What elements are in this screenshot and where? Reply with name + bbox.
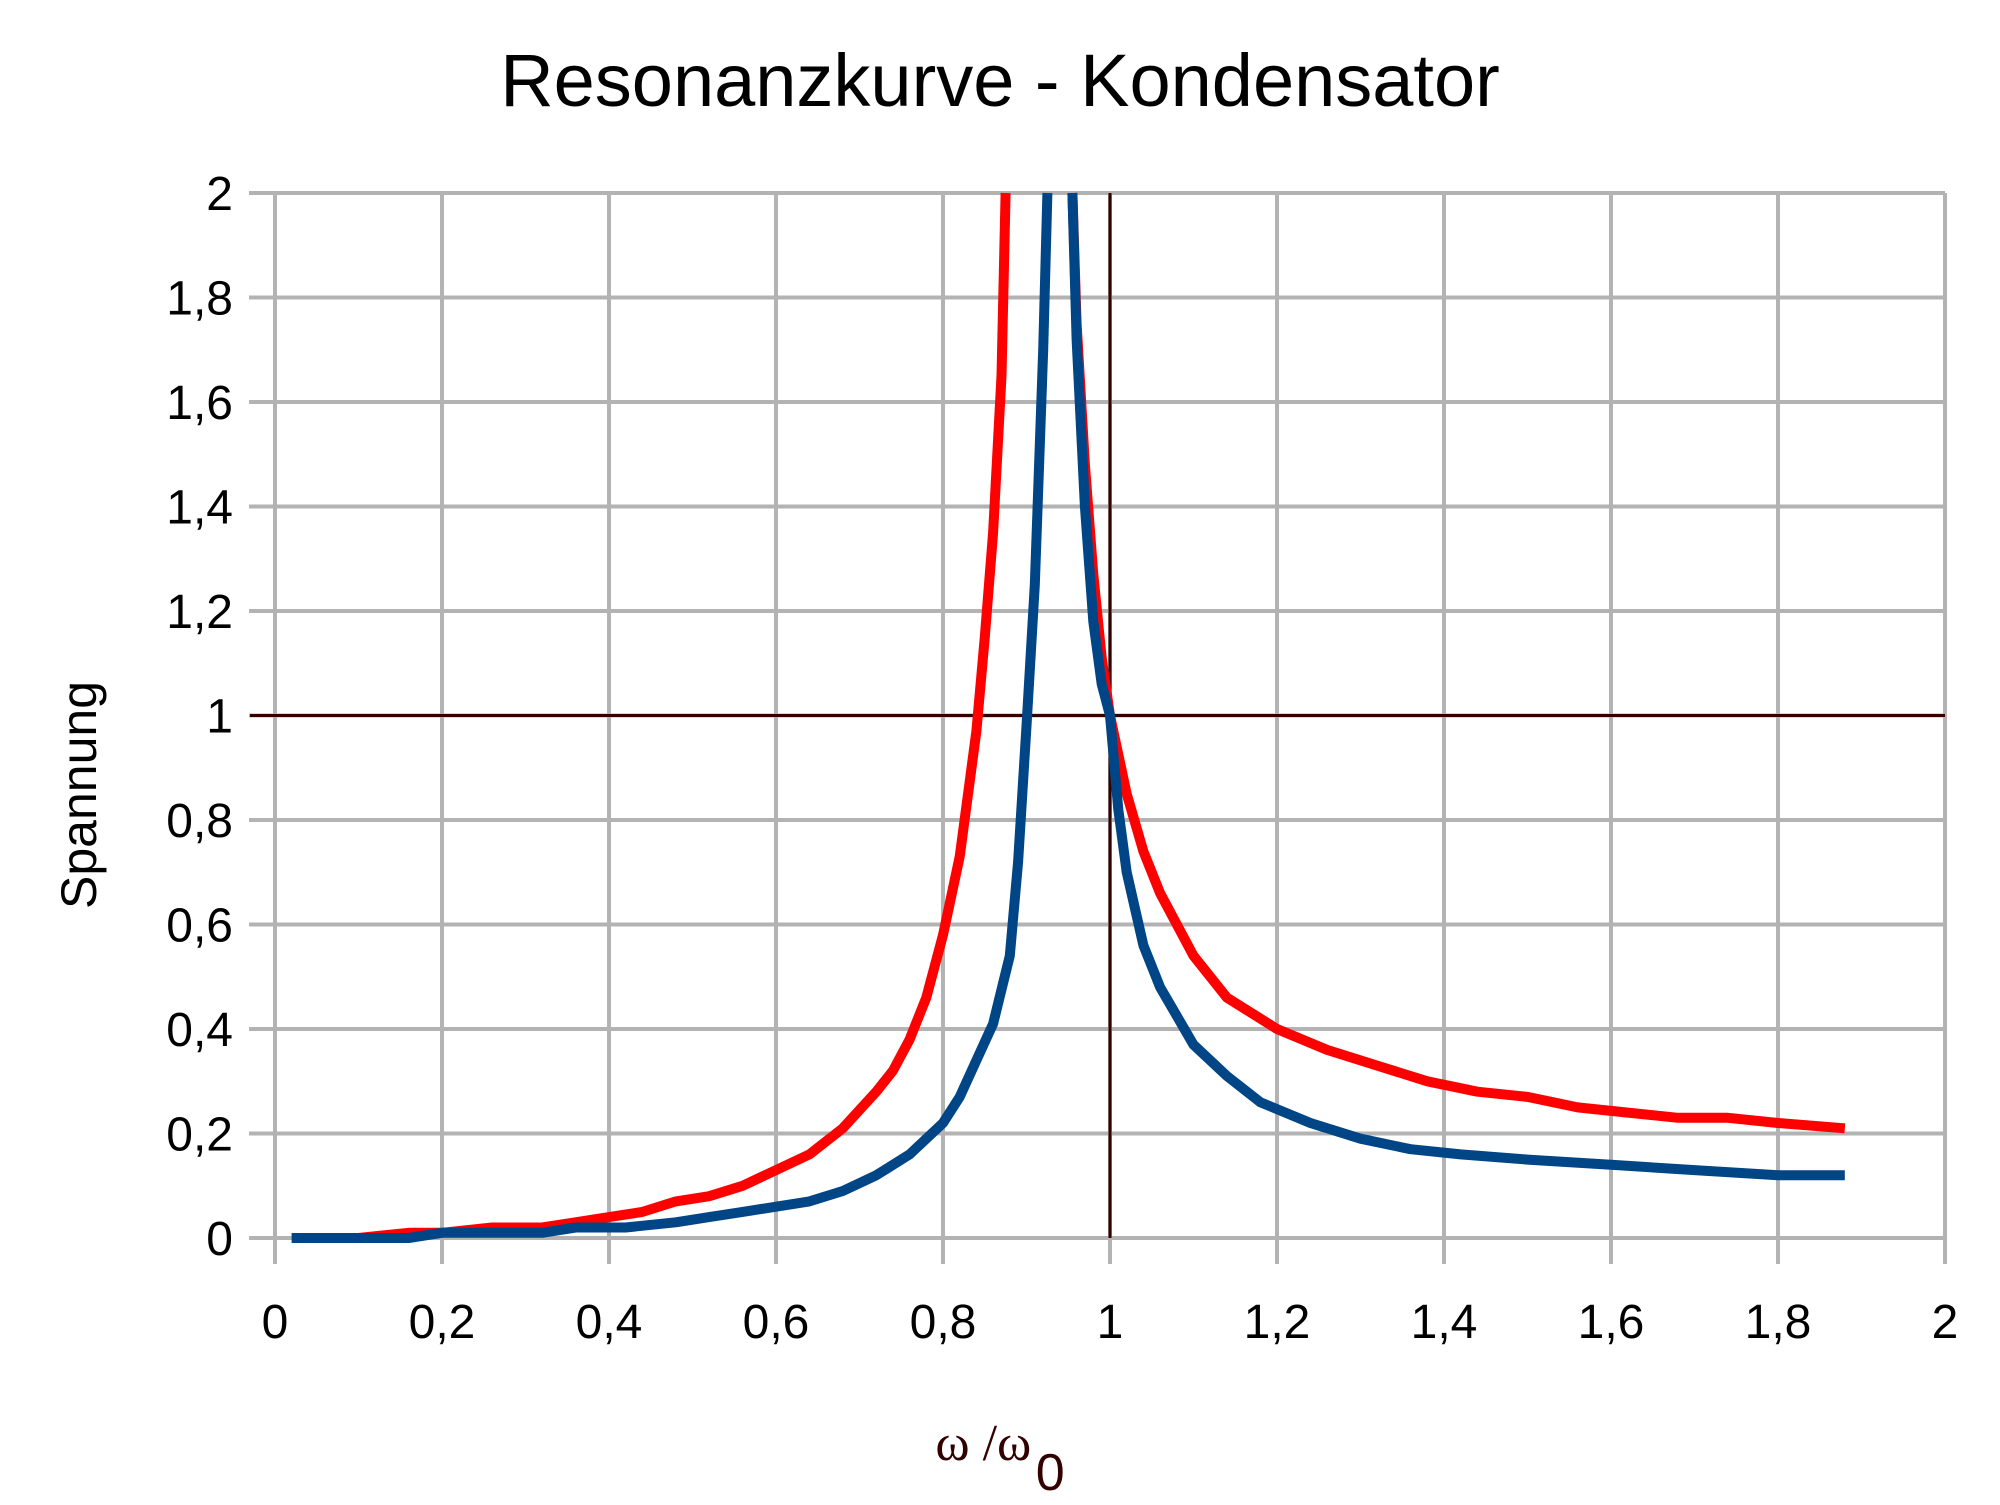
x-tick-label: 2: [1932, 1296, 1959, 1349]
x-tick-label: 0,6: [743, 1296, 810, 1349]
x-tick-label: 0,4: [576, 1296, 643, 1349]
x-tick-label: 1,8: [1745, 1296, 1812, 1349]
y-tick-label: 1,6: [166, 377, 233, 430]
y-axis-label: Spannung: [51, 681, 107, 909]
y-tick-label: 1: [206, 691, 233, 744]
x-tick-label: 1,2: [1244, 1296, 1311, 1349]
y-tick-label: 0,6: [166, 900, 233, 953]
x-tick-label: 1,4: [1411, 1296, 1478, 1349]
y-tick-label: 0,8: [166, 795, 233, 848]
y-tick-label: 0,2: [166, 1109, 233, 1162]
y-tick-label: 1,4: [166, 482, 233, 535]
x-tick-label: 0,2: [409, 1296, 476, 1349]
x-axis-label-subscript: 0: [1036, 1444, 1065, 1500]
y-tick-label: 2: [206, 168, 233, 221]
y-tick-label: 1,8: [166, 273, 233, 326]
x-tick-label: 0,8: [910, 1296, 977, 1349]
chart-title: Resonanzkurve - Kondensator: [500, 39, 1500, 122]
x-tick-label: 1,6: [1578, 1296, 1645, 1349]
y-tick-label: 0,4: [166, 1004, 233, 1057]
x-axis-label-main: ω /ω: [935, 1415, 1031, 1472]
y-tick-label: 0: [206, 1213, 233, 1266]
y-tick-label: 1,2: [166, 586, 233, 639]
x-tick-label: 1: [1097, 1296, 1124, 1349]
x-tick-label: 0: [262, 1296, 289, 1349]
